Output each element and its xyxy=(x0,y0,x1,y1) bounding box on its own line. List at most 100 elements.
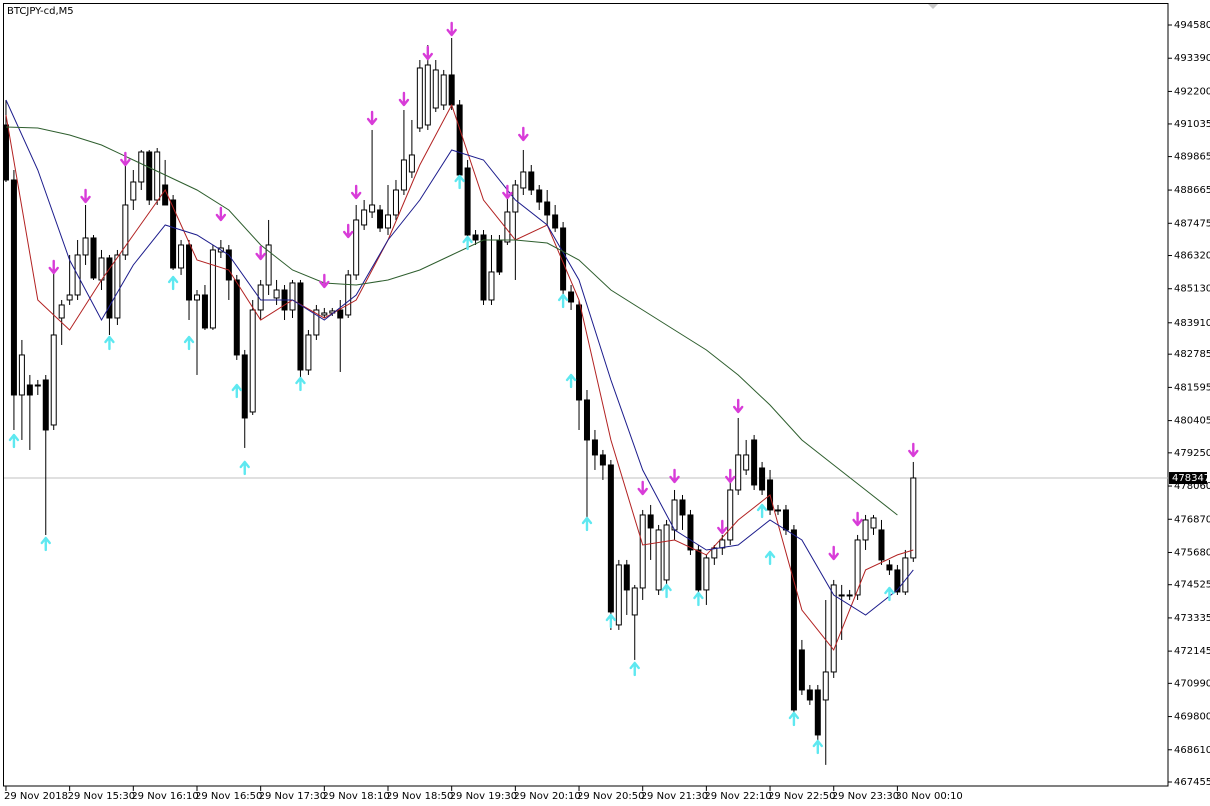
candle-body xyxy=(735,454,742,491)
candle-body xyxy=(671,499,678,531)
y-tick-label: 476870 xyxy=(1174,514,1210,525)
candle-body xyxy=(814,689,821,736)
price-label: 478347 xyxy=(1172,473,1210,484)
candle-body xyxy=(10,179,17,396)
candle-body xyxy=(583,399,590,441)
x-tick-label: 29 Nov 19:30 xyxy=(450,791,517,802)
candle-body xyxy=(66,294,73,301)
y-tick-label: 493390 xyxy=(1174,53,1210,64)
down-arrow xyxy=(725,468,736,484)
candle-body xyxy=(209,249,216,329)
candle-body xyxy=(2,124,9,181)
up-arrow xyxy=(693,591,704,607)
candle-body xyxy=(385,214,392,229)
up-arrow xyxy=(884,586,895,602)
candle-body xyxy=(193,294,200,301)
y-tick-label: 483910 xyxy=(1174,318,1210,329)
candle-body xyxy=(798,649,805,691)
ma-line xyxy=(5,99,914,616)
candle-body xyxy=(631,587,638,616)
candle-body xyxy=(703,557,710,591)
candle-body xyxy=(894,569,901,593)
candle-body xyxy=(878,529,885,561)
up-arrow xyxy=(764,550,776,566)
candle-body xyxy=(751,439,758,486)
candle-body xyxy=(456,104,463,176)
y-tick-label: 481595 xyxy=(1174,382,1210,393)
candle-body xyxy=(623,564,630,591)
y-tick-label: 478060 xyxy=(1174,481,1210,492)
candle-body xyxy=(536,189,543,203)
y-tick-label: 482785 xyxy=(1174,349,1210,360)
candle-body xyxy=(902,557,909,593)
y-tick-label: 474525 xyxy=(1174,580,1210,591)
y-tick-label: 485130 xyxy=(1174,284,1210,295)
down-arrow xyxy=(343,223,354,239)
y-tick-label: 488665 xyxy=(1174,185,1210,196)
candle-body xyxy=(806,689,813,701)
x-tick-label: 30 Nov 00:10 xyxy=(895,791,962,802)
up-arrow xyxy=(167,275,179,291)
down-arrow xyxy=(446,21,457,37)
down-arrow xyxy=(48,259,59,275)
y-tick-label: 491035 xyxy=(1174,119,1210,130)
candle-body xyxy=(432,69,439,109)
candle-body xyxy=(225,249,232,281)
candle-body xyxy=(289,282,296,311)
x-tick-label: 29 Nov 16:50 xyxy=(195,791,262,802)
x-tick-label: 29 Nov 22:10 xyxy=(704,791,771,802)
y-tick-label: 469800 xyxy=(1174,712,1210,723)
candle-body xyxy=(90,237,97,279)
candle-body xyxy=(910,477,917,559)
down-arrow xyxy=(518,126,529,142)
y-tick-label: 470990 xyxy=(1174,678,1210,689)
candle-body xyxy=(743,454,750,471)
candle-body xyxy=(154,151,161,201)
candle-body xyxy=(233,279,240,356)
y-tick-label: 489865 xyxy=(1174,152,1210,163)
candle-body xyxy=(369,204,376,213)
chart-title: BTCJPY-cd,M5 xyxy=(7,6,74,17)
candle-body xyxy=(400,159,407,191)
candle-body xyxy=(98,257,105,281)
down-arrow xyxy=(366,110,378,126)
candle-body xyxy=(480,234,487,301)
candle-body xyxy=(361,209,368,226)
up-arrow xyxy=(454,174,465,190)
candle-body xyxy=(345,274,352,316)
x-tick-label: 29 Nov 20:50 xyxy=(577,791,644,802)
down-arrow xyxy=(733,398,744,414)
down-arrow xyxy=(80,188,91,204)
down-arrow xyxy=(908,442,919,458)
up-arrow xyxy=(295,376,306,392)
plot-frame xyxy=(3,3,1169,787)
up-arrow xyxy=(104,335,115,351)
down-arrow xyxy=(637,480,648,496)
down-arrow xyxy=(350,184,362,200)
candle-body xyxy=(790,529,797,711)
candle-body xyxy=(488,271,495,301)
candle-body xyxy=(679,499,686,516)
up-arrow xyxy=(756,503,768,519)
ma-line xyxy=(5,103,914,651)
candle-body xyxy=(591,439,598,456)
down-arrow xyxy=(255,245,266,261)
candle-body xyxy=(440,74,447,106)
candle-body xyxy=(106,257,113,319)
up-arrow xyxy=(40,536,51,552)
candle-body xyxy=(528,171,535,191)
candle-body xyxy=(830,584,837,673)
candle-body xyxy=(647,514,654,529)
down-arrow xyxy=(120,151,131,167)
candle-body xyxy=(257,284,264,311)
candle-body xyxy=(607,464,614,613)
candle-body xyxy=(544,201,551,216)
candle-body xyxy=(560,227,567,291)
x-tick-label: 29 Nov 23:30 xyxy=(832,791,899,802)
candle-body xyxy=(186,244,193,301)
price-label-box xyxy=(1169,472,1207,485)
x-tick-label: 29 Nov 22:50 xyxy=(768,791,835,802)
down-arrow xyxy=(852,511,863,527)
candle-body xyxy=(170,199,177,269)
